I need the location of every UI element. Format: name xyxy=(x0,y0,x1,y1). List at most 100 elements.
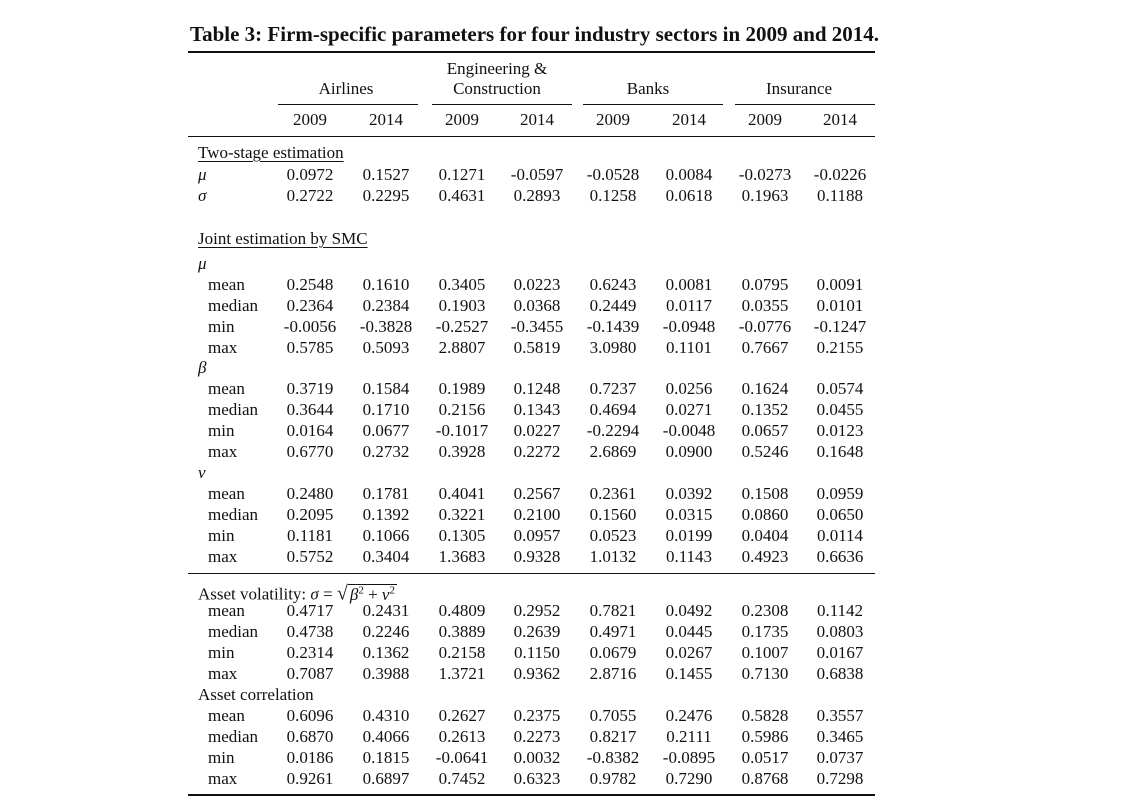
table-cell: 0.5093 xyxy=(362,338,410,357)
table-cell: 0.0164 xyxy=(286,421,334,440)
table-cell: 0.2308 xyxy=(741,601,789,620)
table-cell: 0.1343 xyxy=(513,400,561,419)
row-label: min xyxy=(208,421,235,440)
table-cell: 0.0795 xyxy=(741,275,789,294)
table-cell: 0.3644 xyxy=(286,400,334,419)
table-cell: 0.1271 xyxy=(438,165,486,184)
year-header: 2009 xyxy=(748,110,782,129)
table-cell: 0.3889 xyxy=(438,622,486,641)
table-cell: 0.2155 xyxy=(816,338,864,357)
table-cell: 0.0618 xyxy=(665,186,713,205)
table-cell: 0.2272 xyxy=(513,442,561,461)
table-cell: 0.4694 xyxy=(589,400,637,419)
table-cell: 0.6870 xyxy=(286,727,334,746)
table-cell: 0.1150 xyxy=(513,643,561,662)
table-cell: 0.2100 xyxy=(513,505,561,524)
section-title: Two-stage estimation xyxy=(198,143,344,162)
table-cell: 0.1007 xyxy=(741,643,789,662)
table-caption: Table 3: Firm-specific parameters for fo… xyxy=(190,22,880,46)
table-cell: 0.4738 xyxy=(286,622,334,641)
table-cell: 0.9782 xyxy=(589,769,637,788)
table-cell: 0.3928 xyxy=(438,442,486,461)
table-cell: 0.7298 xyxy=(816,769,864,788)
sector-underline xyxy=(735,104,875,105)
year-header: 2009 xyxy=(445,110,479,129)
volatility-formula: Asset volatility: σ = √ β2 + ν2 xyxy=(198,582,397,605)
table-cell: 0.5752 xyxy=(286,547,334,566)
table-cell: 0.0227 xyxy=(513,421,561,440)
table-cell: 0.0315 xyxy=(665,505,713,524)
table-cell: 0.1710 xyxy=(362,400,410,419)
row-label: mean xyxy=(208,484,245,503)
table-cell: 0.1392 xyxy=(362,505,410,524)
table-cell: -0.0528 xyxy=(586,165,640,184)
sector-header: Insurance xyxy=(765,79,833,98)
table-cell: -0.2527 xyxy=(435,317,489,336)
table-cell: 0.1142 xyxy=(816,601,864,620)
row-label: min xyxy=(208,526,235,545)
table-cell: 0.2567 xyxy=(513,484,561,503)
table-cell: 0.0032 xyxy=(513,748,561,767)
table-cell: 0.8217 xyxy=(589,727,637,746)
table-cell: -0.0048 xyxy=(662,421,716,440)
volatility-rule xyxy=(188,573,875,574)
table-cell: 0.1610 xyxy=(362,275,410,294)
table-cell: 0.2639 xyxy=(513,622,561,641)
table-cell: 0.1527 xyxy=(362,165,410,184)
table-cell: 0.2375 xyxy=(513,706,561,725)
table-cell: 0.5785 xyxy=(286,338,334,357)
table-cell: -0.0273 xyxy=(738,165,792,184)
table-cell: 0.7130 xyxy=(741,664,789,683)
row-label: median xyxy=(208,505,259,524)
table-cell: 0.3405 xyxy=(438,275,486,294)
table-cell: 0.4041 xyxy=(438,484,486,503)
year-header: 2009 xyxy=(596,110,630,129)
row-label: median xyxy=(208,400,259,419)
table-cell: 0.0404 xyxy=(741,526,789,545)
table-cell: 0.0117 xyxy=(665,296,713,315)
table-cell: 0.3404 xyxy=(362,547,410,566)
row-label: median xyxy=(208,296,259,315)
row-label: max xyxy=(208,769,238,788)
row-label: min xyxy=(208,748,235,767)
table-cell: 0.3988 xyxy=(362,664,410,683)
table-cell: 0.1362 xyxy=(362,643,410,662)
table-cell: 0.1648 xyxy=(816,442,864,461)
table-cell: 0.1188 xyxy=(816,186,864,205)
table-cell: 0.2952 xyxy=(513,601,561,620)
table-cell: 0.2431 xyxy=(362,601,410,620)
table-cell: 0.7290 xyxy=(665,769,713,788)
header-rule xyxy=(188,136,875,137)
table-cell: 0.1781 xyxy=(362,484,410,503)
table-cell: 0.4717 xyxy=(286,601,334,620)
table-cell: 0.4631 xyxy=(438,186,486,205)
table-cell: 0.1066 xyxy=(362,526,410,545)
table-cell: 0.2156 xyxy=(438,400,486,419)
table-cell: 0.9261 xyxy=(286,769,334,788)
sector-underline xyxy=(278,104,418,105)
table-cell: -0.1017 xyxy=(435,421,489,440)
table-cell: 0.0523 xyxy=(589,526,637,545)
row-label: max xyxy=(208,338,238,357)
table-cell: 3.0980 xyxy=(589,338,637,357)
table-cell: -0.3828 xyxy=(359,317,413,336)
table-cell: 0.7237 xyxy=(589,379,637,398)
table-cell: 0.3719 xyxy=(286,379,334,398)
row-label: median xyxy=(208,727,259,746)
year-header: 2014 xyxy=(369,110,403,129)
table-cell: 0.0123 xyxy=(816,421,864,440)
table-cell: 0.0256 xyxy=(665,379,713,398)
table-cell: 0.5819 xyxy=(513,338,561,357)
table-cell: 0.0368 xyxy=(513,296,561,315)
table-cell: -0.0895 xyxy=(662,748,716,767)
table-cell: 2.8716 xyxy=(589,664,637,683)
table-cell: 0.0091 xyxy=(816,275,864,294)
sector-header: Banks xyxy=(626,79,670,98)
table-cell: 1.3721 xyxy=(438,664,486,683)
table-cell: 0.1305 xyxy=(438,526,486,545)
table-cell: -0.1247 xyxy=(813,317,867,336)
table-cell: 0.0657 xyxy=(741,421,789,440)
row-label: mean xyxy=(208,275,245,294)
group-symbol: μ xyxy=(198,254,207,273)
table-cell: 0.2273 xyxy=(513,727,561,746)
